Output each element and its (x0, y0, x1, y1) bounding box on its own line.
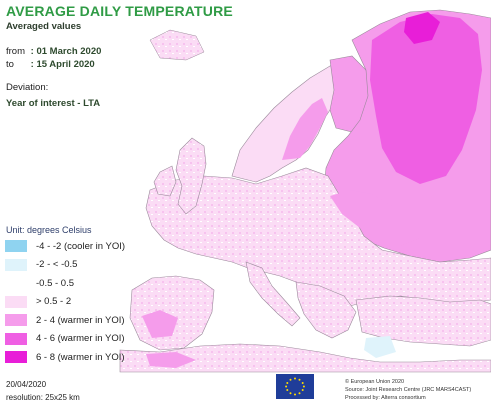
eastern-europe-warm (330, 190, 420, 246)
legend-item: -2 - < -0.5 (5, 256, 133, 275)
deviation-label: Deviation: (6, 82, 49, 93)
period-to: to : 15 April 2020 (6, 58, 101, 71)
to-value: : 15 April 2020 (30, 59, 95, 70)
legend-label: -2 - < -0.5 (36, 259, 78, 271)
legend-item: -0.5 - 0.5 (5, 274, 133, 293)
to-label: to (6, 59, 14, 70)
balkans-land (295, 281, 357, 339)
north-africa-warm (146, 352, 196, 368)
issue-date: 20/04/2020 (6, 380, 47, 389)
ireland-land (153, 165, 177, 197)
iberia-warm-zone (142, 310, 178, 338)
legend-swatch (5, 351, 27, 364)
map-resolution: resolution: 25x25 km (6, 393, 80, 402)
iberia-land (129, 275, 215, 351)
from-value: : 01 March 2020 (30, 46, 102, 57)
map-legend: -4 - -2 (cooler in YOI) -2 - < -0.5 -0.5… (5, 237, 133, 367)
credits: © European Union 2020 Source: Joint Rese… (345, 378, 471, 402)
north-africa-land (119, 343, 491, 373)
legend-label: 4 - 6 (warmer in YOI) (36, 333, 125, 345)
legend-label: 6 - 8 (warmer in YOI) (36, 351, 125, 363)
legend-item: -4 - -2 (cooler in YOI) (5, 237, 133, 256)
legend-unit: Unit: degrees Celsius (6, 225, 92, 235)
from-label: from (6, 46, 25, 57)
iceland-land (149, 29, 205, 61)
period-block: from : 01 March 2020 to : 15 April 2020 (6, 45, 101, 71)
legend-item: 2 - 4 (warmer in YOI) (5, 311, 133, 330)
legend-swatch (5, 295, 27, 308)
period-from: from : 01 March 2020 (6, 45, 101, 58)
legend-item: 6 - 8 (warmer in YOI) (5, 348, 133, 367)
deviation-value: Year of interest - LTA (6, 98, 101, 109)
legend-swatch (5, 277, 27, 290)
legend-swatch (5, 258, 27, 271)
eastern-hot-zone (370, 14, 482, 184)
eu-flag-logo (276, 374, 314, 399)
northern-hot-spot (404, 12, 440, 44)
legend-item: > 0.5 - 2 (5, 293, 133, 312)
britain-land (175, 137, 207, 215)
legend-swatch (5, 332, 27, 345)
legend-label: 2 - 4 (warmer in YOI) (36, 314, 125, 326)
legend-swatch (5, 314, 27, 327)
sweden-warm-zone (282, 98, 328, 160)
anatolia-cool-zone (364, 336, 396, 358)
map-title: AVERAGE DAILY TEMPERATURE (6, 3, 233, 19)
legend-label: > 0.5 - 2 (36, 296, 72, 308)
credit-source: Source: Joint Research Centre (JRC MARS4… (345, 387, 472, 393)
italy-land (245, 261, 301, 327)
map-subtitle: Averaged values (6, 21, 82, 32)
legend-item: 4 - 6 (warmer in YOI) (5, 330, 133, 349)
legend-label: -0.5 - 0.5 (36, 277, 75, 289)
credit-processed: Processed by: Alterra consortium (345, 395, 426, 401)
credit-copyright: © European Union 2020 (345, 379, 405, 385)
legend-label: -4 - -2 (cooler in YOI) (36, 240, 126, 252)
legend-swatch (5, 240, 27, 253)
